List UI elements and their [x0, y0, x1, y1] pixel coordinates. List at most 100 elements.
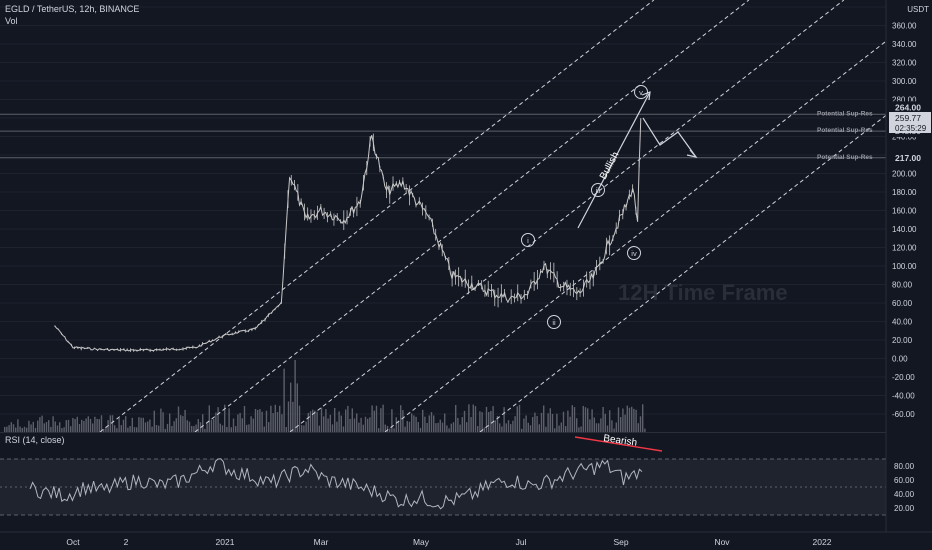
- volume-bar: [294, 360, 296, 432]
- volume-bar: [63, 427, 65, 432]
- volume-bar: [545, 426, 547, 432]
- wave-circle[interactable]: [521, 233, 535, 247]
- volume-bar: [219, 423, 221, 432]
- volume-bar: [127, 427, 129, 432]
- volume-bar: [129, 426, 131, 432]
- time-label: 2022: [813, 537, 832, 547]
- time-axis-background[interactable]: [0, 532, 932, 550]
- channel-line[interactable]: [194, 0, 750, 433]
- volume-bar: [50, 426, 52, 432]
- channel-line[interactable]: [99, 0, 655, 433]
- volume-bar: [175, 418, 177, 432]
- volume-bar: [314, 410, 316, 432]
- support-resistance-levels[interactable]: Potential Sup-Res Potential Sup-Res Potent…: [0, 110, 886, 161]
- wave-circle[interactable]: [634, 85, 648, 99]
- volume-bar: [116, 428, 118, 432]
- price-axis-background[interactable]: [886, 0, 932, 550]
- volume-bar: [331, 424, 334, 432]
- volume-bar: [195, 424, 197, 432]
- currency-label: USDT: [907, 5, 929, 14]
- volume-bar: [320, 407, 323, 432]
- volume-bar: [19, 426, 21, 432]
- volume-bar: [551, 413, 554, 432]
- volume-bar: [503, 407, 505, 432]
- volume-bar: [272, 413, 274, 432]
- volume-bar: [26, 427, 28, 432]
- volume-bar: [549, 408, 551, 432]
- volume-bar: [56, 425, 59, 432]
- volume-bar: [92, 423, 94, 432]
- rsi-axis-ticks: 80.00 60.00 40.00 20.00: [894, 462, 915, 513]
- volume-bar: [461, 417, 463, 432]
- rsi-title[interactable]: RSI (14, close): [5, 435, 65, 445]
- price-tick-label: 0.00: [892, 355, 908, 364]
- volume-bar: [41, 415, 43, 432]
- volume-bar: [188, 421, 191, 432]
- wave-circle[interactable]: [627, 246, 641, 260]
- volume-bar: [600, 418, 602, 432]
- volume-bar: [631, 406, 633, 432]
- price-tick-label: 340.00: [892, 40, 917, 49]
- volume-bar: [52, 416, 54, 432]
- volume-bar: [327, 418, 329, 432]
- trend-channel[interactable]: [99, 0, 932, 433]
- volume-bar: [257, 409, 259, 432]
- volume-bar: [358, 422, 360, 432]
- volume-bar: [609, 410, 611, 432]
- wave-label: ii: [552, 318, 556, 327]
- volume-bar: [494, 420, 496, 432]
- volume-bar: [147, 421, 149, 432]
- volume-bar: [136, 427, 138, 432]
- volume-bar: [61, 428, 63, 432]
- volume-bar: [250, 416, 252, 432]
- price-tick-label: -20.00: [892, 373, 915, 382]
- wave-circle[interactable]: [547, 315, 561, 329]
- volume-bar: [639, 416, 642, 432]
- volume-bar: [265, 410, 268, 432]
- channel-line[interactable]: [289, 0, 845, 433]
- bearish-divergence-line[interactable]: [574, 436, 663, 452]
- volume-bar: [241, 418, 243, 432]
- volume-bar: [384, 424, 386, 432]
- volume-bar: [408, 421, 411, 432]
- price-tick-label: 120.00: [892, 244, 917, 253]
- volume-bar: [334, 408, 336, 432]
- volume-bar: [536, 416, 538, 432]
- volume-bar: [252, 418, 254, 432]
- projection-path[interactable]: [642, 117, 697, 158]
- volume-bar: [472, 404, 474, 432]
- volume-bar: [521, 428, 523, 432]
- volume-bar: [490, 410, 492, 432]
- volume-bar: [554, 428, 556, 432]
- wave-circle[interactable]: [591, 183, 605, 197]
- volume-bar: [268, 422, 270, 432]
- volume-bar: [591, 409, 593, 432]
- volume-bar: [441, 422, 444, 432]
- volume-bar: [342, 426, 345, 432]
- volume-bar: [100, 415, 103, 432]
- volume-bar: [360, 417, 362, 432]
- volume-bar: [323, 416, 325, 432]
- channel-line[interactable]: [479, 0, 932, 433]
- channel-line[interactable]: [384, 0, 932, 433]
- volume-bar: [571, 405, 573, 432]
- volume-bar: [488, 412, 490, 432]
- volume-bar: [593, 417, 595, 432]
- volume-bar: [433, 415, 435, 432]
- volume-bar: [620, 417, 622, 432]
- rsi-tick-label: 60.00: [894, 476, 915, 485]
- bullish-arrow-line[interactable]: [577, 91, 651, 229]
- time-axis-labels: Oct 2 2021 Mar May Jul Sep Nov 2022: [66, 537, 831, 547]
- volume-bar: [309, 411, 312, 432]
- volume-bar: [569, 416, 571, 432]
- price-tick-label: 300.00: [892, 77, 917, 86]
- volume-indicator-label[interactable]: Vol: [5, 16, 18, 26]
- symbol-title[interactable]: EGLD / TetherUS, 12h, BINANCE: [5, 4, 139, 14]
- volume-bar: [534, 412, 536, 432]
- volume-bar: [248, 424, 250, 432]
- volume-bar: [389, 428, 391, 432]
- volume-bar: [276, 412, 279, 432]
- volume-bar: [507, 420, 510, 432]
- time-label: Sep: [613, 537, 628, 547]
